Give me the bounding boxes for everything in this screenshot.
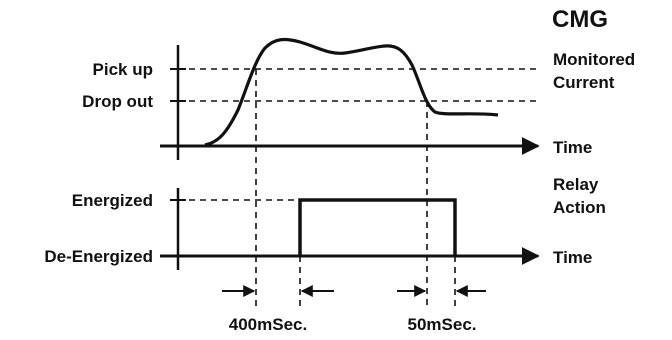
- guide-lines: [255, 69, 456, 310]
- energized-label: Energized: [72, 191, 153, 210]
- action-label: Action: [553, 198, 606, 217]
- lower-plot: Energized De-Energized Relay Action Time: [44, 175, 606, 270]
- monitored-current-curve: [204, 37, 499, 147]
- delay-dimensions: 400mSec. 50mSec.: [222, 285, 486, 334]
- current-label: Current: [553, 73, 615, 92]
- delay-off-label: 50mSec.: [408, 315, 477, 334]
- delay-on-label: 400mSec.: [229, 315, 307, 334]
- deenergized-label: De-Energized: [44, 247, 153, 266]
- dropout-label: Drop out: [82, 92, 153, 111]
- monitored-label: Monitored: [553, 50, 635, 69]
- relay-label: Relay: [553, 175, 599, 194]
- pickup-label: Pick up: [93, 60, 153, 79]
- lower-time-label: Time: [553, 248, 592, 267]
- upper-time-label: Time: [553, 138, 592, 157]
- diagram-title: CMG: [552, 6, 608, 33]
- relay-state-trace: [298, 198, 457, 256]
- upper-plot: Pick up Drop out Monitored Current Time: [82, 37, 635, 160]
